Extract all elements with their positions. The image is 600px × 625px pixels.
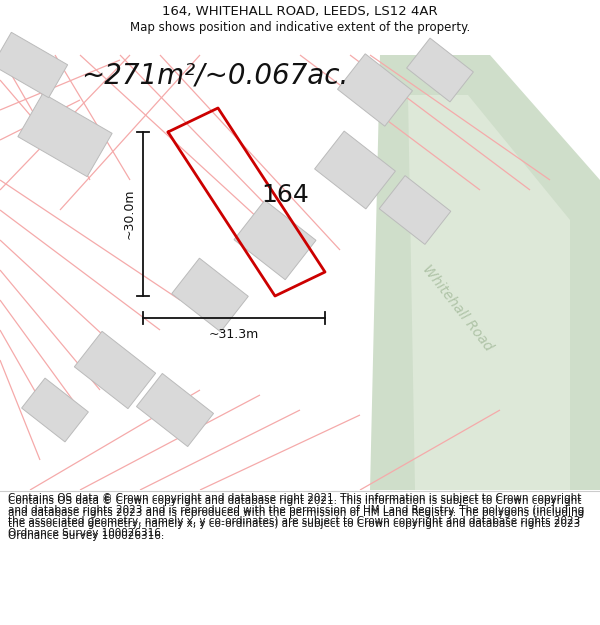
Text: Contains OS data © Crown copyright and database right 2021. This information is : Contains OS data © Crown copyright and d… (8, 496, 584, 541)
Text: ~30.0m: ~30.0m (122, 189, 136, 239)
Text: Contains OS data © Crown copyright and database right 2021. This information is : Contains OS data © Crown copyright and d… (8, 493, 584, 538)
Polygon shape (338, 54, 412, 126)
Polygon shape (407, 38, 473, 102)
Polygon shape (314, 131, 395, 209)
Text: ~271m²/~0.067ac.: ~271m²/~0.067ac. (82, 61, 349, 89)
Polygon shape (0, 32, 68, 98)
Polygon shape (234, 200, 316, 280)
Text: 164: 164 (261, 183, 309, 207)
Polygon shape (136, 374, 214, 446)
Text: 164, WHITEHALL ROAD, LEEDS, LS12 4AR: 164, WHITEHALL ROAD, LEEDS, LS12 4AR (162, 6, 438, 19)
Text: ~31.3m: ~31.3m (209, 328, 259, 341)
Polygon shape (370, 55, 600, 490)
Polygon shape (172, 258, 248, 332)
Polygon shape (18, 93, 112, 177)
Polygon shape (22, 378, 88, 442)
Text: Whitehall Road: Whitehall Road (420, 262, 496, 354)
Polygon shape (74, 331, 155, 409)
Polygon shape (408, 95, 570, 490)
Text: Map shows position and indicative extent of the property.: Map shows position and indicative extent… (130, 21, 470, 34)
Polygon shape (379, 176, 451, 244)
